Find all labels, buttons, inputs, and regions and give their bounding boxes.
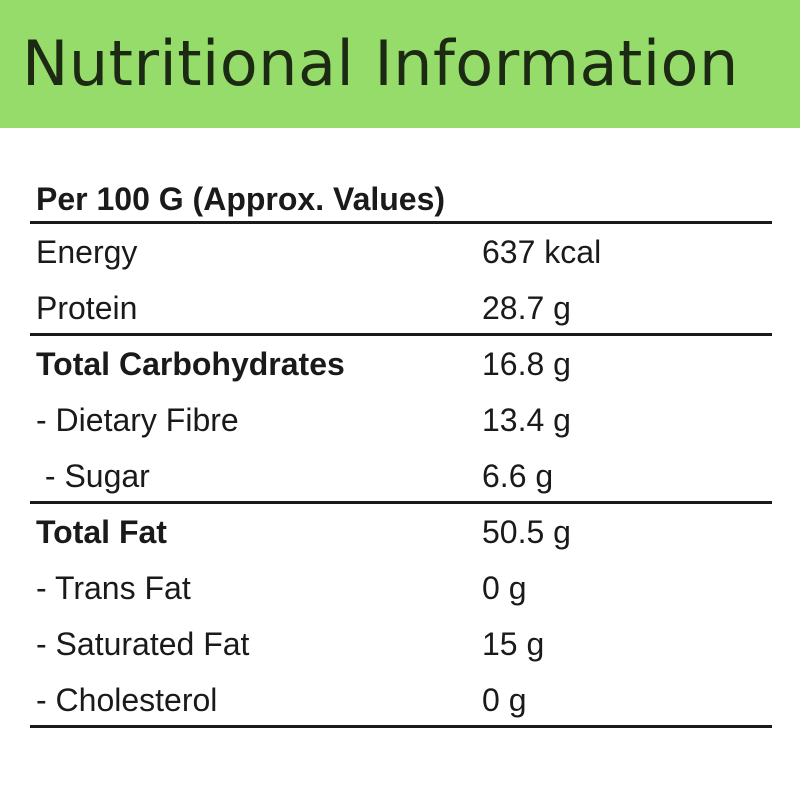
nutrient-label: - Cholesterol: [36, 682, 218, 718]
nutrient-label: Total Fat: [36, 514, 167, 550]
table-row: - Cholesterol 0 g: [30, 672, 772, 728]
table-row: Total Fat 50.5 g: [30, 504, 772, 560]
table-row: - Dietary Fibre 13.4 g: [30, 392, 772, 448]
nutrient-value: 637 kcal: [482, 234, 602, 270]
page-title: Nutritional Information: [22, 27, 739, 100]
table-header-label: Per 100 G (Approx. Values): [36, 181, 446, 217]
nutrient-label: - Trans Fat: [36, 570, 191, 606]
nutrient-value: 13.4 g: [482, 402, 571, 438]
nutrient-value: 50.5 g: [482, 514, 571, 550]
nutrient-value: 15 g: [482, 626, 545, 662]
nutrient-value: 0 g: [482, 682, 527, 718]
table-row: - Sugar 6.6 g: [30, 448, 772, 504]
table-row: Energy 637 kcal: [30, 224, 772, 280]
table-row: - Trans Fat 0 g: [30, 560, 772, 616]
nutrient-label: - Sugar: [36, 458, 150, 494]
table-header: Per 100 G (Approx. Values): [30, 170, 772, 224]
table-row: Total Carbohydrates 16.8 g: [30, 336, 772, 392]
nutrient-value: 6.6 g: [482, 458, 554, 494]
table-row: Protein 28.7 g: [30, 280, 772, 336]
nutrient-label: Protein: [36, 290, 138, 326]
nutrient-value: 0 g: [482, 570, 527, 606]
title-banner: Nutritional Information: [0, 0, 800, 128]
nutrition-table: Per 100 G (Approx. Values) Energy 637 kc…: [30, 170, 772, 728]
nutrient-value: 28.7 g: [482, 290, 571, 326]
nutrient-label: - Saturated Fat: [36, 626, 250, 662]
nutrient-label: Total Carbohydrates: [36, 346, 345, 382]
nutrient-label: Energy: [36, 234, 138, 270]
table-row: - Saturated Fat 15 g: [30, 616, 772, 672]
nutrient-value: 16.8 g: [482, 346, 571, 382]
nutrient-label: - Dietary Fibre: [36, 402, 239, 438]
